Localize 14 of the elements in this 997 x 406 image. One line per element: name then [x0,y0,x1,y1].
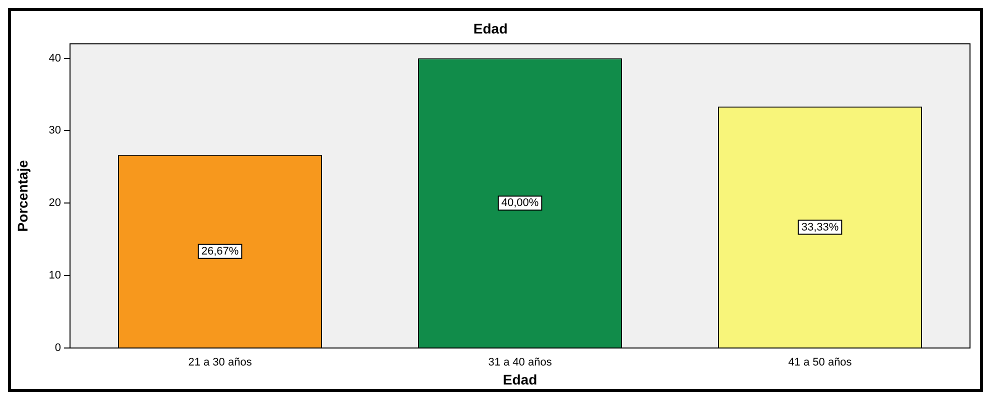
y-tick-label: 30 [48,124,62,137]
y-axis-title: Porcentaje [14,160,30,232]
data-label: 40,00% [501,197,539,210]
y-tick-label: 40 [48,52,62,64]
y-tick-label: 20 [48,197,62,210]
y-tick-label: 0 [54,342,62,354]
data-label: 26,67% [201,245,239,258]
x-axis-title: Edad [502,371,538,388]
x-tick-label: 21 a 30 años [188,356,252,369]
y-tick-label: 10 [48,270,62,282]
chart-title: Edad [473,20,508,36]
x-tick-label: 41 a 50 años [788,356,852,369]
data-label: 33,33% [801,221,839,234]
x-tick-label: 31 a 40 años [488,356,552,369]
